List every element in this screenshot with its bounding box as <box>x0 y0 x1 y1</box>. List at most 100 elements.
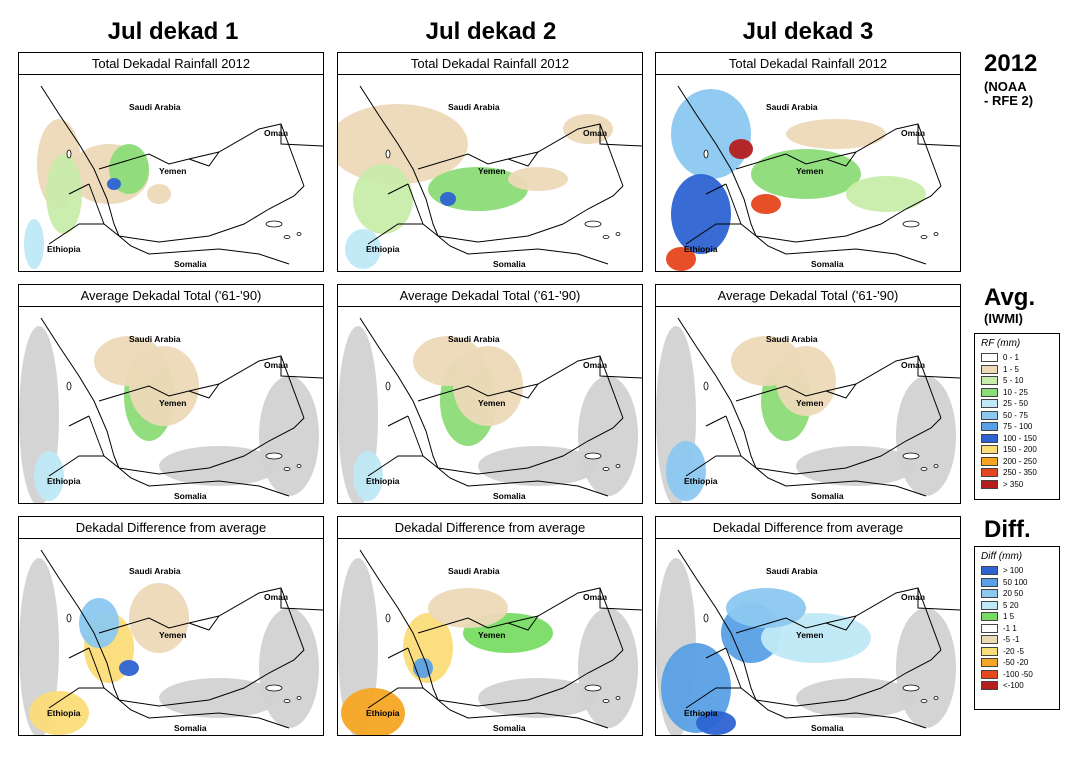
boundary-line <box>417 355 624 419</box>
boundary-line <box>68 183 90 195</box>
island-outline <box>66 613 72 623</box>
map-label-somalia: Somalia <box>811 723 844 733</box>
difference-legend-item: -1 1 <box>981 623 1053 635</box>
map-panel-title: Dekadal Difference from average <box>19 517 323 539</box>
rainfall-legend-label: 75 - 100 <box>1003 422 1033 432</box>
island-outline <box>933 464 939 468</box>
rainfall-legend-item: 75 - 100 <box>981 421 1053 433</box>
island-outline <box>615 696 621 700</box>
map-label-somalia: Somalia <box>493 259 526 269</box>
map-label-ethiopia: Ethiopia <box>366 244 400 254</box>
boundary-line <box>917 124 960 147</box>
row1-label-source-2: - RFE 2) <box>984 93 1034 108</box>
rainfall-field-region <box>79 598 119 648</box>
boundary-line <box>98 587 305 651</box>
rainfall-legend-label: 250 - 350 <box>1003 468 1037 478</box>
rainfall-field-region <box>776 346 836 416</box>
rainfall-field-region <box>440 192 456 206</box>
rainfall-legend-item: 150 - 200 <box>981 444 1053 456</box>
map-label-yemen: Yemen <box>796 398 823 408</box>
boundary-line <box>755 699 927 729</box>
map-label-saudi: Saudi Arabia <box>766 102 818 112</box>
rainfall-field-region <box>259 608 319 728</box>
map-label-yemen: Yemen <box>796 630 823 640</box>
difference-legend-swatch <box>981 589 998 599</box>
boundary-line <box>599 588 642 611</box>
island-outline <box>385 381 391 391</box>
map-label-oman: Oman <box>264 592 288 602</box>
rainfall-field-region <box>796 446 916 486</box>
map-label-somalia: Somalia <box>811 259 844 269</box>
map-label-yemen: Yemen <box>159 630 186 640</box>
rainfall-map-panel-dekad-3: Total Dekadal Rainfall 2012 Saudi Arabia O… <box>655 52 961 272</box>
map-svg: Saudi Arabia Oman Yemen Ethiopia Somalia <box>656 549 960 735</box>
rainfall-field-region <box>761 613 871 663</box>
row1-label-source-1: (NOAA <box>984 79 1027 94</box>
rainfall-field-region <box>259 376 319 496</box>
rainfall-field-region <box>729 139 753 159</box>
rainfall-field-region <box>453 346 523 426</box>
boundary-line <box>705 415 727 427</box>
difference-legend-label: -50 -20 <box>1003 658 1029 668</box>
map-label-somalia: Somalia <box>174 259 207 269</box>
rainfall-field-region <box>428 588 508 628</box>
rainfall-legend-item: > 350 <box>981 479 1053 491</box>
column-header-dekad-2: Jul dekad 2 <box>425 18 557 45</box>
difference-legend-item: <-100 <box>981 680 1053 692</box>
boundary-line <box>507 151 539 167</box>
difference-legend-item: 1 5 <box>981 611 1053 623</box>
island-outline <box>283 699 291 703</box>
boundary-line <box>359 317 439 469</box>
rainfall-legend-item: 50 - 75 <box>981 410 1053 422</box>
map-label-saudi: Saudi Arabia <box>129 566 181 576</box>
map-label-somalia: Somalia <box>493 491 526 501</box>
boundary-line <box>367 687 439 709</box>
map-label-somalia: Somalia <box>174 723 207 733</box>
boundary-line <box>88 415 105 457</box>
map-panel-title: Dekadal Difference from average <box>656 517 960 539</box>
boundary-line <box>755 649 942 707</box>
boundary-line <box>507 615 539 631</box>
rainfall-field-region <box>478 678 598 718</box>
map-svg: Saudi Arabia Oman Yemen Ethiopia Somalia <box>19 549 323 735</box>
map-svg: Saudi Arabia Oman Yemen Ethiopia Somalia <box>338 549 642 735</box>
island-outline <box>902 220 920 228</box>
boundary-line <box>188 615 220 631</box>
average-map-panel-dekad-1: Average Dekadal Total ('61-'90) Saudi Ara… <box>18 284 324 504</box>
rainfall-field-region <box>46 154 82 234</box>
island-outline <box>283 235 291 239</box>
map-label-yemen: Yemen <box>478 630 505 640</box>
rainfall-legend-swatch <box>981 479 998 489</box>
boundary-line <box>917 356 960 379</box>
map-label-oman: Oman <box>583 360 607 370</box>
island-outline <box>602 699 610 703</box>
rainfall-legend-title: RF (mm) <box>981 338 1021 349</box>
rainfall-field-region <box>666 247 696 271</box>
row3-label-diff: Diff. <box>984 516 1031 543</box>
rainfall-legend-label: 1 - 5 <box>1003 364 1020 374</box>
boundary-line <box>118 649 305 707</box>
difference-legend-label: -1 1 <box>1003 623 1017 633</box>
difference-legend-item: 50 100 <box>981 577 1053 589</box>
rainfall-legend-item: 25 - 50 <box>981 398 1053 410</box>
map-label-saudi: Saudi Arabia <box>129 334 181 344</box>
island-outline <box>296 232 302 236</box>
difference-legend-swatch <box>981 623 998 633</box>
boundary-line <box>437 417 624 475</box>
boundary-line <box>359 85 439 237</box>
map-label-yemen: Yemen <box>796 166 823 176</box>
rainfall-field-region <box>508 167 568 191</box>
boundary-line <box>118 185 305 243</box>
boundary-line <box>417 123 624 187</box>
map-label-saudi: Saudi Arabia <box>129 102 181 112</box>
island-outline <box>703 381 709 391</box>
rainfall-field-region <box>159 678 279 718</box>
difference-legend-item: -5 -1 <box>981 634 1053 646</box>
island-outline <box>283 467 291 471</box>
difference-legend-item: -20 -5 <box>981 646 1053 658</box>
boundary-line <box>387 183 409 195</box>
boundary-line <box>685 687 757 709</box>
map-panel-title: Total Dekadal Rainfall 2012 <box>338 53 642 75</box>
rainfall-legend-swatch <box>981 445 998 455</box>
